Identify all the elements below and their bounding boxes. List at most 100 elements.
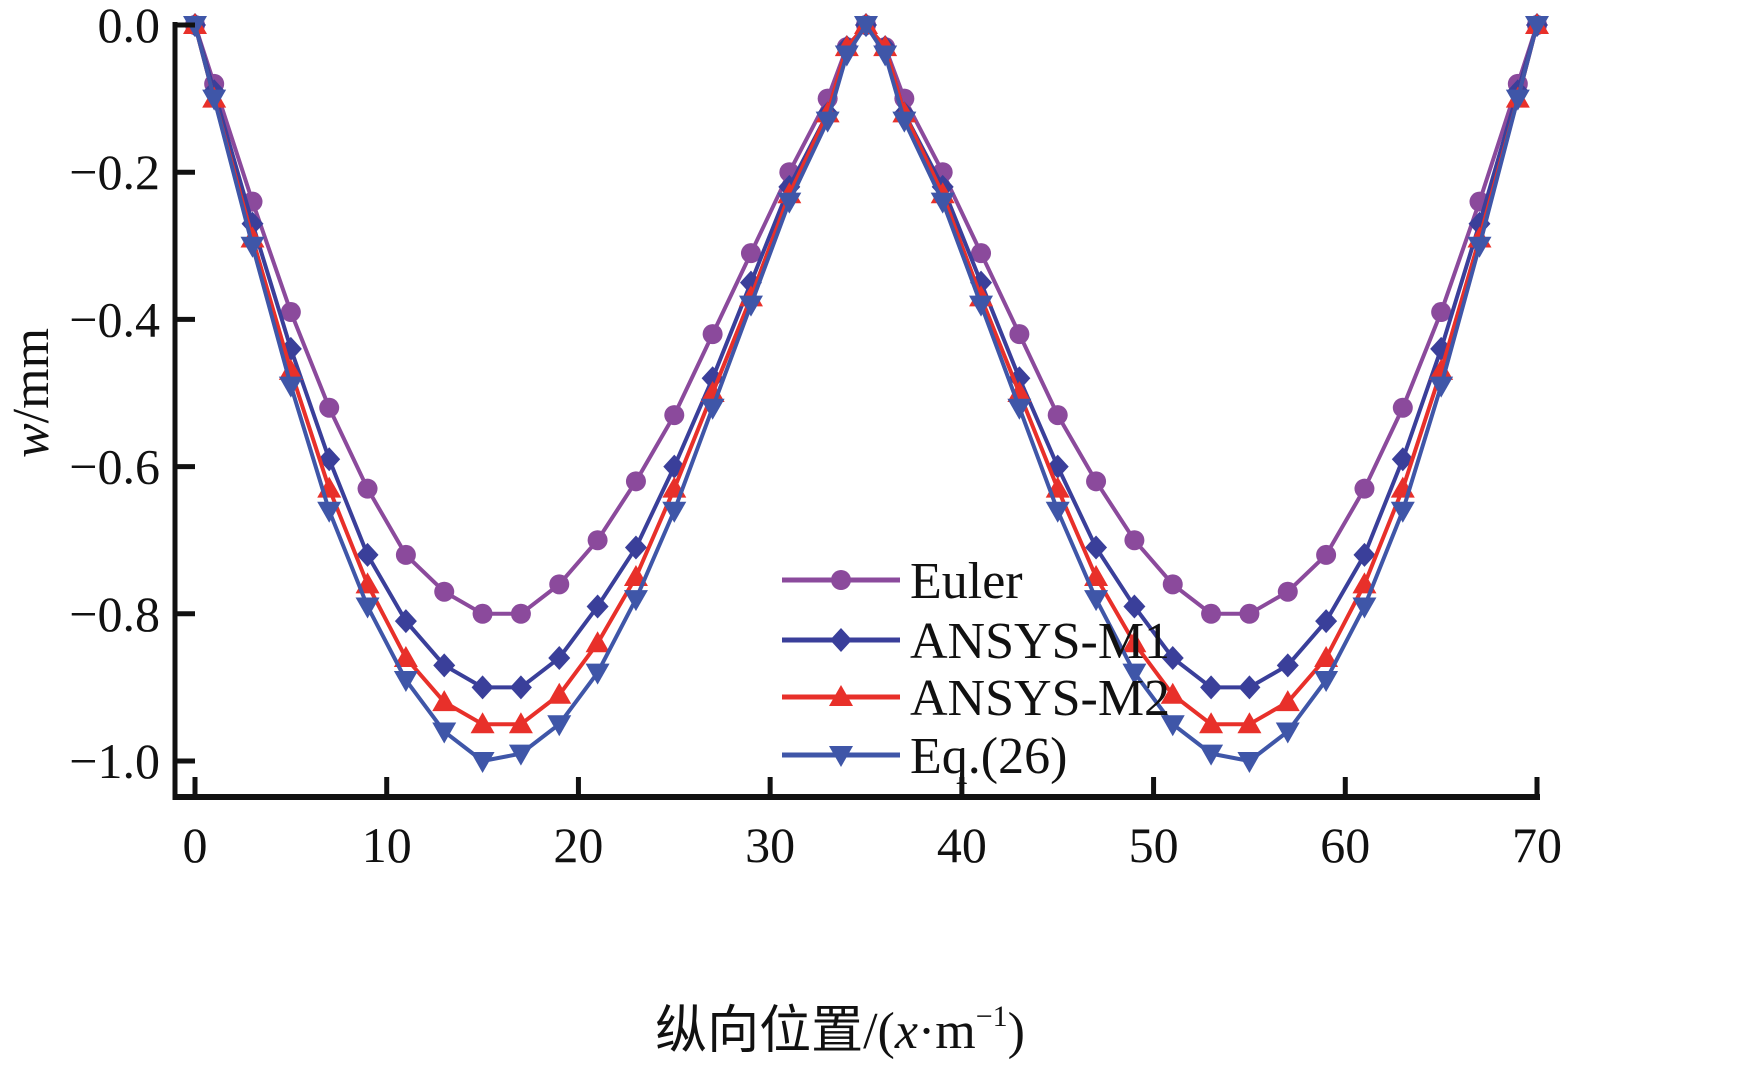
- data-point: [471, 675, 494, 700]
- data-point: [278, 376, 303, 398]
- x-tick-label: 60: [1320, 817, 1370, 873]
- data-point: [702, 324, 723, 345]
- x-axis-title: 纵向位置/(x·m−1): [655, 1000, 1025, 1060]
- data-point: [1124, 530, 1145, 551]
- x-axis-title-var: x: [894, 1003, 918, 1060]
- data-point: [470, 752, 495, 773]
- data-point: [278, 358, 303, 380]
- data-point: [318, 447, 341, 472]
- y-axis-title-var: w: [3, 423, 60, 458]
- data-point: [1237, 752, 1262, 773]
- data-point: [1237, 712, 1262, 734]
- x-tick-label: 40: [937, 817, 987, 873]
- y-axis-title: w/mm: [3, 328, 60, 458]
- data-point: [1238, 675, 1261, 700]
- y-ticks: 0.0 −0.2 −0.4 −0.6 −0.8 −1.0: [69, 0, 195, 789]
- series-eq-26: [183, 16, 1549, 773]
- data-point: [586, 594, 609, 619]
- data-point: [1354, 478, 1375, 499]
- data-point: [202, 89, 227, 111]
- data-point: [317, 501, 342, 523]
- data-point: [1084, 590, 1109, 612]
- data-point: [1045, 501, 1070, 523]
- x-axis-title-suffix: ): [1008, 1003, 1025, 1060]
- x-tick-label: 50: [1129, 817, 1179, 873]
- y-tick-label: −0.4: [69, 291, 160, 347]
- y-axis-title-unit: /mm: [3, 328, 60, 423]
- x-axis-title-prefix: 纵向位置/(: [655, 1003, 895, 1060]
- data-point: [625, 471, 646, 492]
- series-line: [193, 23, 1539, 727]
- data-point: [1525, 16, 1549, 37]
- data-point: [1047, 405, 1068, 426]
- y-tick-label: −0.2: [69, 144, 160, 200]
- legend-label: ANSYS-M2: [910, 670, 1170, 727]
- legend-item: Euler: [782, 553, 1023, 610]
- data-point: [587, 530, 608, 551]
- data-point: [357, 478, 378, 499]
- data-point: [1160, 682, 1185, 704]
- data-point: [434, 581, 455, 602]
- data-point: [1275, 690, 1300, 712]
- series-ansys-m2: [183, 13, 1549, 734]
- data-point: [585, 663, 610, 685]
- data-point: [1122, 663, 1147, 685]
- legend-marker: [829, 685, 853, 706]
- data-point: [1431, 302, 1452, 323]
- data-point: [1352, 597, 1377, 619]
- legend-label: ANSYS-M1: [910, 613, 1170, 670]
- data-point: [1086, 471, 1107, 492]
- x-tick-label: 10: [362, 817, 412, 873]
- data-point: [740, 243, 761, 264]
- data-point: [1239, 603, 1260, 624]
- data-point: [432, 722, 457, 744]
- data-point: [585, 631, 610, 653]
- data-point: [815, 111, 840, 133]
- data-point: [433, 653, 456, 678]
- y-tick-label: −1.0: [69, 733, 160, 789]
- plot-lines: [183, 13, 1549, 773]
- series-euler: [185, 15, 1547, 624]
- data-point: [624, 535, 647, 560]
- axes: [172, 22, 1540, 800]
- data-point: [1199, 744, 1224, 766]
- data-point: [1314, 645, 1339, 667]
- data-point: [393, 671, 418, 693]
- data-point: [1199, 712, 1224, 734]
- x-tick-label: 30: [745, 817, 795, 873]
- data-point: [777, 192, 802, 214]
- data-point: [1123, 594, 1146, 619]
- legend-marker: [829, 746, 853, 767]
- data-point: [1009, 324, 1030, 345]
- data-point: [472, 603, 493, 624]
- data-point: [873, 45, 898, 67]
- series-line: [193, 23, 1539, 763]
- data-point: [738, 295, 763, 317]
- data-point: [1122, 631, 1147, 653]
- data-point: [1200, 675, 1223, 700]
- data-point: [930, 192, 955, 214]
- legend-item: Eq.(26): [782, 728, 1067, 785]
- x-tick-label: 0: [183, 817, 208, 873]
- data-point: [319, 397, 340, 418]
- data-point: [395, 544, 416, 565]
- data-point: [394, 609, 417, 634]
- data-point: [662, 501, 687, 523]
- data-point: [1314, 671, 1339, 693]
- data-point: [393, 645, 418, 667]
- legend-label: Euler: [910, 553, 1023, 610]
- data-point: [1201, 603, 1222, 624]
- legend-marker: [831, 570, 851, 590]
- series-line: [193, 23, 1539, 690]
- data-point: [1391, 447, 1414, 472]
- data-point: [508, 744, 533, 766]
- data-point: [1429, 358, 1454, 380]
- series-line: [193, 23, 1539, 616]
- data-point: [700, 398, 725, 420]
- data-point: [1392, 397, 1413, 418]
- y-tick-label: 0.0: [98, 0, 161, 53]
- data-point: [508, 712, 533, 734]
- data-point: [547, 715, 572, 737]
- data-point: [834, 45, 859, 67]
